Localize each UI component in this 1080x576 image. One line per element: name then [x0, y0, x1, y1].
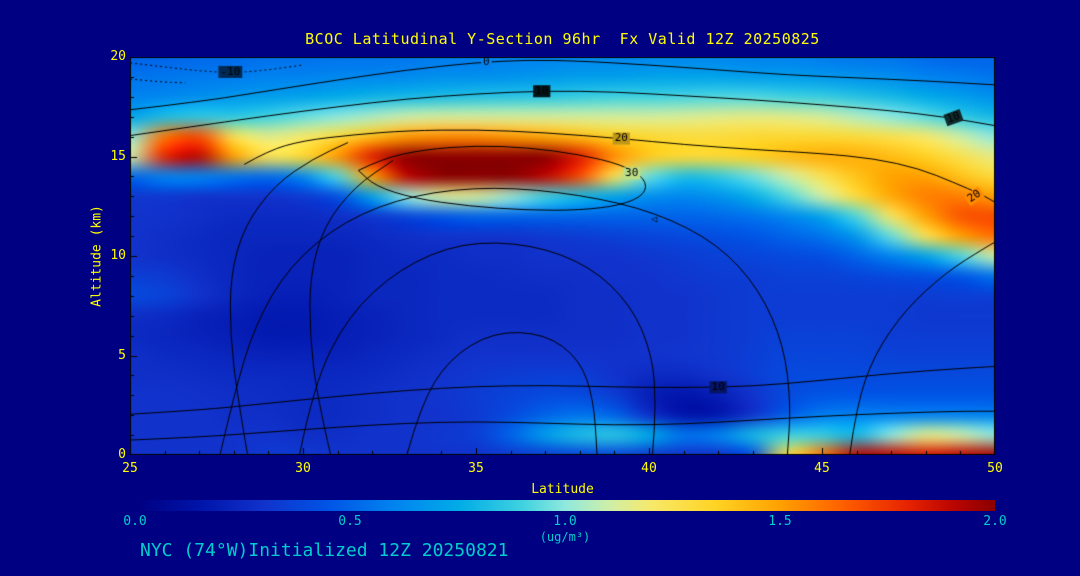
x-tick-label: 45 [814, 461, 830, 476]
y-tick-label: 20 [110, 49, 126, 64]
y-tick-label: 10 [110, 248, 126, 263]
colorbar-canvas [135, 500, 995, 511]
x-tick-label: 25 [122, 461, 138, 476]
ysection-heatmap-canvas [130, 57, 995, 455]
colorbar-tick-label: 2.0 [983, 514, 1007, 529]
colorbar-tick-label: 1.5 [768, 514, 792, 529]
y-tick-label: 5 [118, 347, 126, 363]
colorbar-tick-label: 1.0 [553, 514, 577, 529]
colorbar-unit-label: (ug/m³) [539, 530, 591, 544]
y-tick-label: 0 [118, 447, 126, 462]
footer-run-info: NYC (74°W)Initialized 12Z 20250821 [140, 540, 509, 561]
x-tick-label: 40 [641, 461, 657, 476]
colorbar-tick-label: 0.5 [338, 514, 362, 529]
y-tick-label: 15 [110, 148, 126, 164]
x-tick-label: 50 [987, 461, 1003, 476]
chart-title: BCOC Latitudinal Y-Section 96hr Fx Valid… [305, 30, 820, 48]
colorbar-tick-label: 0.0 [123, 514, 147, 529]
x-tick-label: 35 [468, 461, 484, 476]
x-tick-label: 30 [295, 461, 311, 476]
x-axis-label: Latitude [531, 482, 594, 497]
